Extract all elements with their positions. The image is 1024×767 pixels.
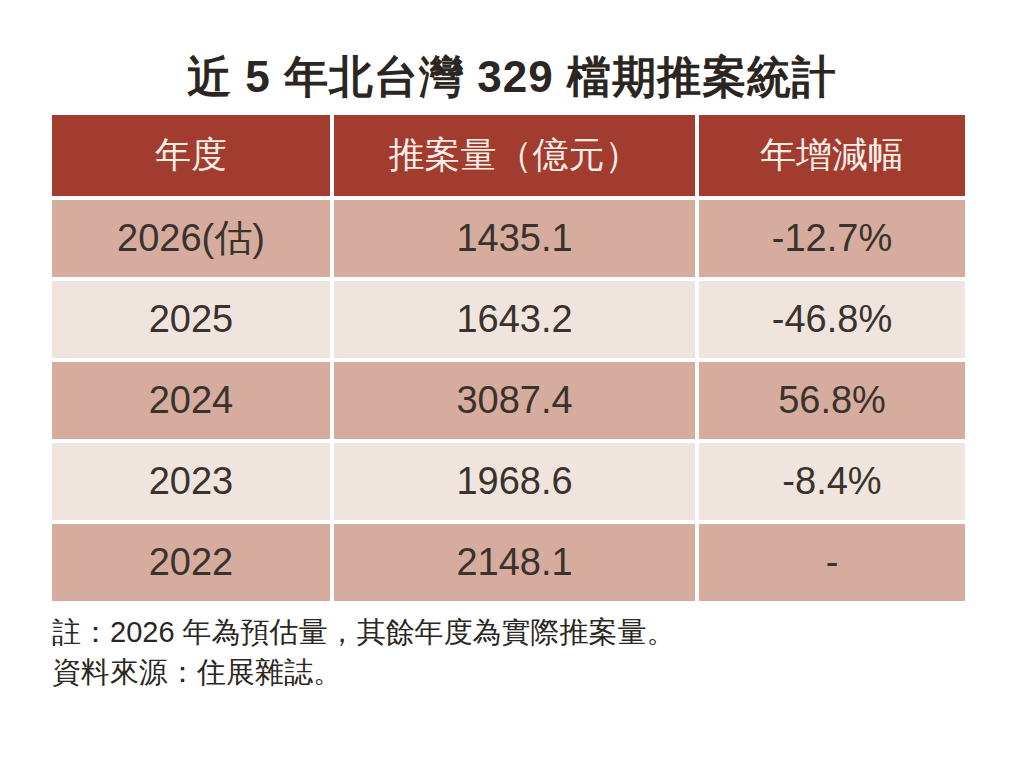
page-title: 近 5 年北台灣 329 檔期推案統計 xyxy=(0,48,1024,107)
stat-table: 年度 推案量（億元） 年增減幅 2026(估) 1435.1 -12.7% 20… xyxy=(52,115,965,601)
cell-year: 2024 xyxy=(52,362,330,439)
cell-year: 2023 xyxy=(52,443,330,520)
cell-volume: 1968.6 xyxy=(334,443,695,520)
footnote-source: 資料來源：住展雜誌。 xyxy=(52,652,972,692)
footnotes: 註：2026 年為預估量，其餘年度為實際推案量。 資料來源：住展雜誌。 xyxy=(52,612,972,692)
header-cell-year: 年度 xyxy=(52,115,330,196)
cell-volume: 1643.2 xyxy=(334,281,695,358)
cell-yoy: -8.4% xyxy=(699,443,965,520)
cell-yoy: -46.8% xyxy=(699,281,965,358)
cell-yoy: - xyxy=(699,524,965,601)
cell-year: 2022 xyxy=(52,524,330,601)
header-cell-yoy: 年增減幅 xyxy=(699,115,965,196)
cell-volume: 1435.1 xyxy=(334,200,695,277)
cell-yoy: -12.7% xyxy=(699,200,965,277)
footnote-estimate: 註：2026 年為預估量，其餘年度為實際推案量。 xyxy=(52,612,972,652)
page: 近 5 年北台灣 329 檔期推案統計 年度 推案量（億元） 年增減幅 2026… xyxy=(0,0,1024,767)
cell-year: 2026(估) xyxy=(52,200,330,277)
cell-volume: 3087.4 xyxy=(334,362,695,439)
cell-yoy: 56.8% xyxy=(699,362,965,439)
cell-volume: 2148.1 xyxy=(334,524,695,601)
cell-year: 2025 xyxy=(52,281,330,358)
header-cell-volume: 推案量（億元） xyxy=(334,115,695,196)
